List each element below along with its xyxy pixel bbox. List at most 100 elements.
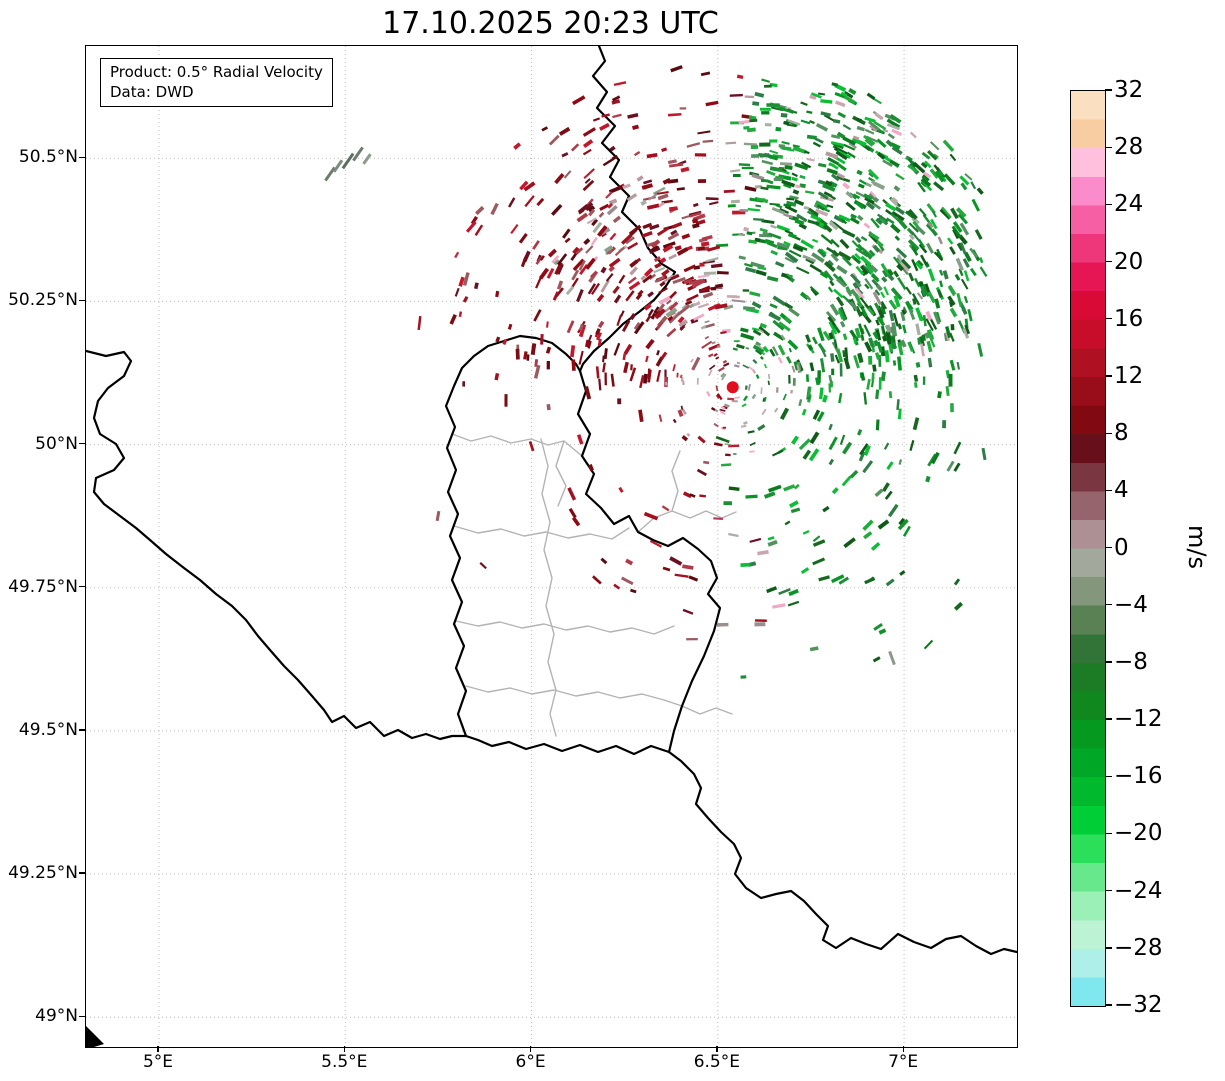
velocity-bin xyxy=(588,208,596,217)
velocity-bin xyxy=(880,291,886,299)
velocity-bin xyxy=(582,148,592,156)
velocity-bin xyxy=(874,488,884,498)
velocity-bin xyxy=(848,88,857,95)
velocity-bin xyxy=(937,236,944,245)
velocity-bin xyxy=(689,493,696,498)
velocity-bin xyxy=(623,361,629,374)
velocity-bin xyxy=(786,197,795,201)
velocity-bin xyxy=(851,239,859,248)
velocity-bin xyxy=(843,91,854,99)
velocity-bin xyxy=(814,137,824,144)
velocity-bin xyxy=(691,223,700,229)
velocity-bin xyxy=(923,639,934,650)
velocity-bin xyxy=(792,244,804,253)
velocity-bin xyxy=(667,315,674,322)
velocity-bin xyxy=(768,232,782,240)
velocity-bin xyxy=(886,123,901,131)
velocity-bin xyxy=(908,233,915,241)
district-border xyxy=(555,440,567,507)
velocity-bin xyxy=(662,177,671,185)
colorbar-tick-label: −28 xyxy=(1114,934,1163,961)
velocity-bin xyxy=(548,134,560,146)
velocity-bin xyxy=(963,251,972,263)
velocity-bin xyxy=(479,562,487,570)
velocity-bin xyxy=(513,142,522,150)
velocity-bin xyxy=(872,364,877,372)
velocity-bin xyxy=(871,372,875,382)
velocity-bin xyxy=(818,575,830,582)
velocity-bin xyxy=(699,262,705,267)
velocity-bin xyxy=(766,103,780,107)
colorbar-tick-label: −8 xyxy=(1114,648,1148,675)
velocity-bin xyxy=(766,179,774,185)
velocity-bin xyxy=(679,107,687,110)
velocity-bin xyxy=(891,336,896,343)
velocity-bin xyxy=(565,285,575,296)
velocity-bin xyxy=(839,434,846,445)
velocity-bin xyxy=(806,210,819,218)
velocity-bin xyxy=(830,574,845,584)
velocity-bin xyxy=(863,193,873,201)
product-annotation-box: Product: 0.5° Radial Velocity Data: DWD xyxy=(100,58,333,107)
velocity-bin xyxy=(667,178,679,184)
velocity-bin xyxy=(629,313,637,321)
velocity-bin xyxy=(922,376,926,385)
velocity-bin xyxy=(751,301,762,309)
velocity-bin xyxy=(722,426,727,429)
velocity-bin xyxy=(629,259,639,268)
velocity-bin xyxy=(700,325,707,330)
velocity-bin xyxy=(470,215,479,225)
velocity-bin xyxy=(793,243,808,251)
velocity-bin xyxy=(681,435,689,442)
velocity-bin xyxy=(865,201,876,210)
velocity-bin xyxy=(809,263,822,273)
velocity-bin xyxy=(656,369,661,382)
velocity-bin xyxy=(733,453,737,455)
velocity-bin xyxy=(875,329,882,341)
velocity-bin xyxy=(855,265,865,276)
velocity-bin xyxy=(774,261,785,268)
velocity-bin xyxy=(920,343,925,357)
velocity-bin xyxy=(510,224,519,234)
velocity-bin xyxy=(875,419,880,431)
velocity-bin xyxy=(911,231,922,243)
velocity-bin xyxy=(927,268,936,282)
velocity-bin xyxy=(546,403,551,411)
velocity-bin xyxy=(842,295,849,302)
velocity-bin xyxy=(749,441,756,447)
velocity-bin xyxy=(777,344,786,356)
velocity-bin xyxy=(810,92,822,99)
velocity-bin xyxy=(495,290,500,298)
velocity-bin xyxy=(876,138,887,148)
velocity-bin xyxy=(749,537,762,543)
velocity-bin xyxy=(920,285,927,297)
velocity-bin xyxy=(768,312,782,322)
velocity-bin xyxy=(901,309,907,315)
velocity-bin xyxy=(952,228,960,240)
velocity-bin xyxy=(925,475,931,483)
velocity-bin xyxy=(730,199,740,204)
velocity-bin xyxy=(794,184,801,189)
velocity-bin xyxy=(838,307,847,322)
velocity-bin xyxy=(583,168,595,180)
velocity-bin xyxy=(778,106,792,113)
velocity-bin xyxy=(661,199,673,204)
velocity-bin xyxy=(817,342,827,354)
velocity-bin xyxy=(576,434,584,445)
velocity-bin xyxy=(949,246,956,255)
velocity-bin xyxy=(678,319,689,328)
velocity-bin xyxy=(864,262,874,274)
colorbar-tick-label: −20 xyxy=(1114,820,1163,847)
velocity-bin xyxy=(706,390,711,397)
velocity-bin xyxy=(605,191,613,199)
velocity-bin xyxy=(885,217,895,225)
velocity-bin xyxy=(641,183,653,190)
velocity-bin xyxy=(945,385,950,397)
velocity-bin xyxy=(924,332,931,339)
velocity-bin xyxy=(783,213,794,219)
velocity-bin xyxy=(650,312,657,320)
velocity-bin xyxy=(850,213,857,219)
velocity-bin xyxy=(843,357,851,370)
velocity-bin xyxy=(769,202,780,206)
